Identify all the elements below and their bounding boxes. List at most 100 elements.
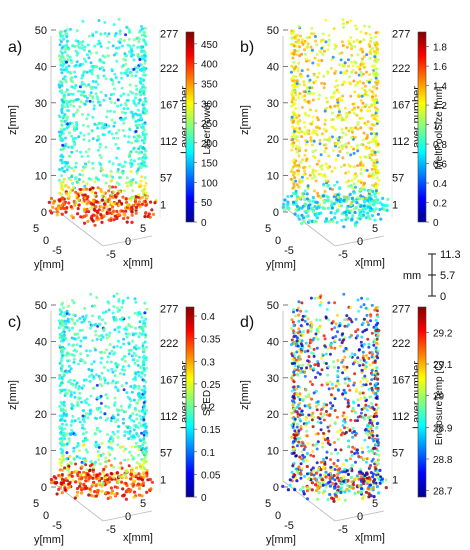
data-point <box>117 330 121 334</box>
data-point <box>58 80 62 84</box>
data-point <box>141 125 145 129</box>
data-point <box>317 466 321 470</box>
data-point <box>296 122 300 126</box>
data-point <box>123 134 127 138</box>
data-point <box>368 421 372 425</box>
data-point <box>100 333 104 337</box>
data-point <box>128 488 132 492</box>
data-point <box>351 102 355 106</box>
layer-tick-label: 112 <box>392 136 410 148</box>
data-point <box>290 135 294 139</box>
data-point <box>326 48 330 52</box>
data-point <box>122 388 126 392</box>
data-point <box>58 115 62 119</box>
data-point <box>368 363 372 367</box>
colorbar-tick-label: 0.15 <box>201 425 221 436</box>
data-point <box>70 85 74 89</box>
y-tick-label: -5 <box>52 520 62 532</box>
data-point <box>84 150 88 154</box>
data-point <box>67 364 71 368</box>
data-point <box>324 362 328 365</box>
data-point <box>63 115 67 119</box>
data-point <box>359 47 363 51</box>
data-point <box>316 360 320 363</box>
data-point <box>342 225 346 229</box>
colorbar-tick-label: 0.2 <box>433 199 447 210</box>
data-point <box>341 131 345 135</box>
data-point <box>357 309 361 313</box>
data-point <box>96 211 100 215</box>
data-point <box>81 40 85 44</box>
data-point <box>71 92 75 96</box>
data-point <box>131 457 135 461</box>
data-point <box>330 206 334 210</box>
y-tick-label: 5 <box>265 223 271 235</box>
data-point <box>377 453 381 457</box>
data-point <box>151 212 156 216</box>
data-point <box>311 411 315 415</box>
data-point <box>363 396 367 400</box>
data-point <box>82 418 86 422</box>
data-point <box>376 201 379 205</box>
data-point <box>364 306 368 310</box>
data-point <box>310 488 314 492</box>
data-point <box>144 191 148 195</box>
data-point <box>371 430 374 434</box>
z-tick-label: 0 <box>273 482 279 494</box>
data-point <box>314 375 318 379</box>
x-tick-label: -5 <box>338 249 348 261</box>
data-point <box>376 315 380 319</box>
data-point <box>368 146 372 150</box>
data-point <box>378 475 383 479</box>
data-point <box>131 147 135 151</box>
data-point <box>92 85 96 89</box>
data-point <box>315 126 319 129</box>
data-point <box>306 349 310 353</box>
data-point <box>349 94 353 98</box>
data-point <box>299 342 303 346</box>
data-point <box>59 127 63 131</box>
data-point <box>347 39 351 43</box>
data-point <box>320 46 324 50</box>
data-point <box>74 75 78 79</box>
colorbar-tick-label: 100 <box>201 178 218 189</box>
data-point <box>333 478 337 482</box>
data-point <box>335 464 339 468</box>
data-point <box>101 198 105 202</box>
data-point <box>320 415 324 419</box>
data-point <box>114 385 118 389</box>
data-point <box>139 166 143 169</box>
data-point <box>62 96 66 100</box>
data-point <box>84 448 88 452</box>
data-point <box>59 56 63 60</box>
data-point <box>68 27 72 31</box>
data-point <box>112 476 116 480</box>
data-point <box>297 300 301 304</box>
data-point <box>345 365 349 369</box>
data-point <box>87 375 91 378</box>
data-point <box>375 101 379 105</box>
data-point <box>347 163 351 167</box>
data-point <box>337 204 341 208</box>
data-point <box>339 71 343 75</box>
data-point <box>58 361 62 365</box>
data-point <box>129 207 133 212</box>
data-point <box>309 329 313 333</box>
data-point <box>106 300 110 304</box>
data-point <box>60 153 64 157</box>
data-point <box>73 44 77 48</box>
data-point <box>334 448 338 452</box>
data-point <box>297 327 301 331</box>
data-point <box>351 64 355 68</box>
data-point <box>90 368 94 372</box>
data-point <box>124 332 128 336</box>
data-point <box>368 73 372 77</box>
data-point <box>317 326 321 330</box>
data-point <box>102 329 106 333</box>
data-point <box>126 458 130 462</box>
data-point <box>345 484 349 487</box>
data-point <box>326 199 330 203</box>
data-point <box>142 459 145 462</box>
data-point <box>302 120 306 124</box>
chart-panel: a)01020304050z[mm]50-5y[mm]-505x[mm]1571… <box>7 17 218 271</box>
